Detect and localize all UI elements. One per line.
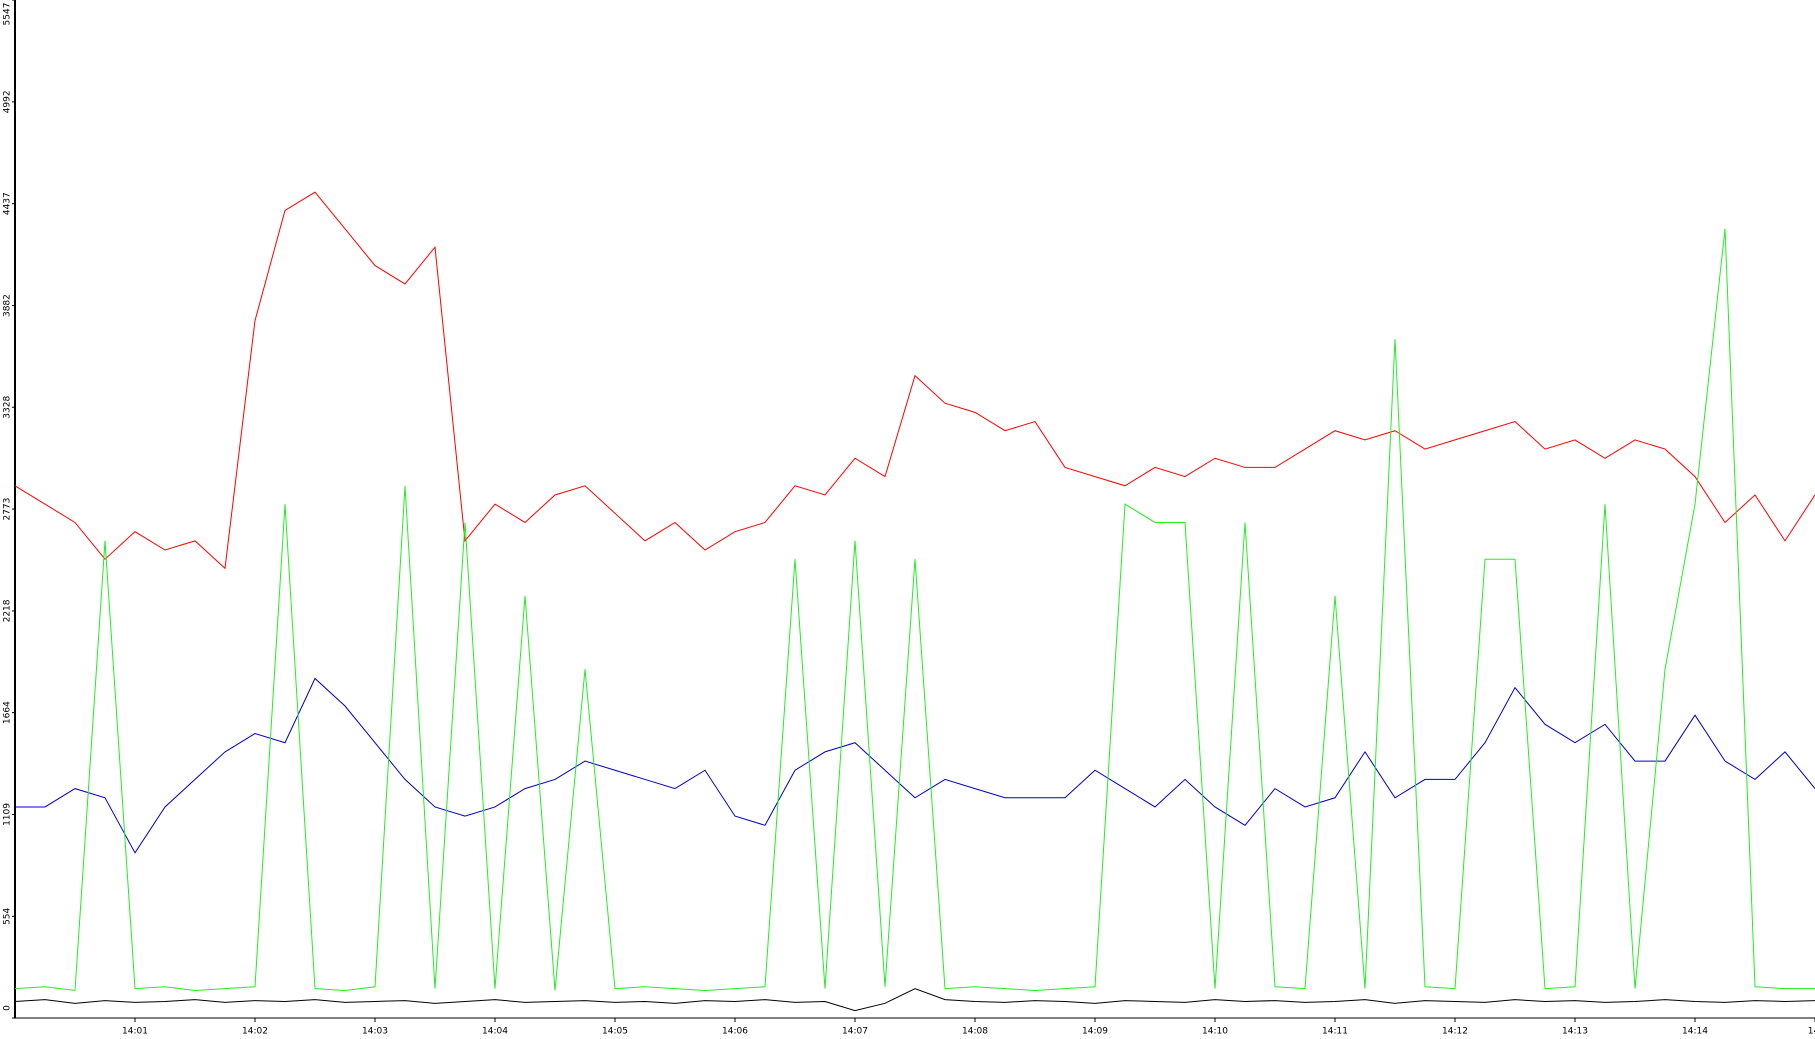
x-tick-label: 14:10	[1202, 1027, 1228, 1037]
x-tick-label: 14:09	[1082, 1027, 1108, 1037]
series-line	[14, 228, 1815, 992]
x-tick-label: 14:06	[722, 1027, 748, 1037]
y-tick-label: 1109	[3, 803, 13, 826]
x-tick-label: 14:08	[962, 1027, 988, 1037]
y-tick-label: 3328	[3, 396, 13, 419]
x-tick-label: 14:02	[242, 1027, 268, 1037]
x-tick-label: 14:05	[602, 1027, 628, 1037]
series-line	[14, 191, 1815, 570]
series-line	[15, 677, 1815, 854]
x-tick-label: 14:01	[122, 1027, 148, 1037]
x-tick-label: 14:04	[482, 1027, 508, 1037]
y-tick-label: 5547	[3, 3, 13, 26]
x-tick-label: 14:14	[1682, 1027, 1708, 1037]
y-tick-label: 4992	[3, 90, 13, 113]
y-tick-label: 0	[3, 1005, 13, 1011]
x-tick-label: 14:07	[842, 1027, 868, 1037]
series-line	[14, 988, 1815, 1012]
y-tick-label: 4437	[3, 192, 13, 215]
y-tick-label: 2773	[3, 498, 13, 521]
y-tick-label: 2218	[3, 599, 13, 622]
x-tick-label: 14:13	[1562, 1027, 1588, 1037]
x-tick-label: 14:11	[1322, 1027, 1348, 1037]
x-tick-label: 14:03	[362, 1027, 388, 1037]
x-tick-label: 14:	[1808, 1027, 1815, 1037]
y-tick-label: 3882	[3, 294, 13, 317]
y-tick-label: 554	[3, 907, 13, 924]
y-tick-label: 1664	[3, 701, 13, 724]
x-tick-label: 14:12	[1442, 1027, 1468, 1037]
